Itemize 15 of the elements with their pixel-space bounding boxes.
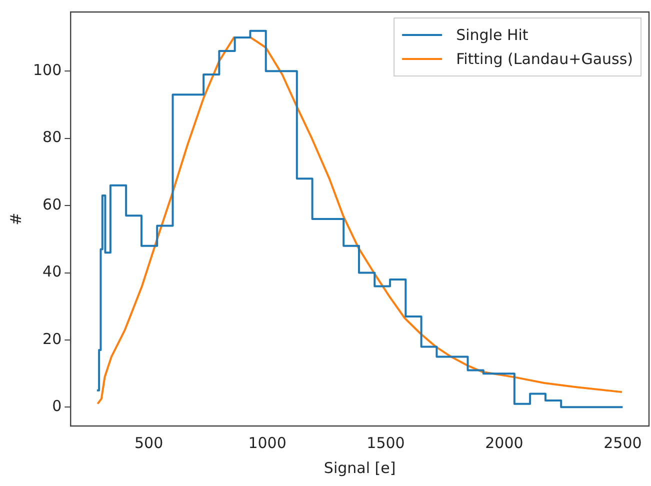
y-tick-label: 0 bbox=[52, 397, 62, 416]
y-axis-title: # bbox=[6, 212, 25, 226]
y-tick-label: 40 bbox=[42, 262, 62, 281]
legend-label: Fitting (Landau+Gauss) bbox=[456, 50, 634, 68]
x-tick-label: 500 bbox=[134, 434, 164, 452]
x-tick-label: 1000 bbox=[248, 434, 286, 452]
x-tick-label: 2500 bbox=[604, 434, 642, 452]
x-tick-label: 2000 bbox=[485, 434, 524, 452]
y-tick-label: 20 bbox=[42, 330, 62, 348]
legend-label: Single Hit bbox=[456, 26, 528, 44]
y-tick-label: 100 bbox=[32, 61, 62, 80]
y-tick-label: 80 bbox=[42, 128, 62, 146]
x-axis-title: Signal [e] bbox=[324, 458, 396, 477]
y-tick-label: 60 bbox=[42, 195, 62, 214]
x-tick-label: 1500 bbox=[366, 434, 405, 452]
